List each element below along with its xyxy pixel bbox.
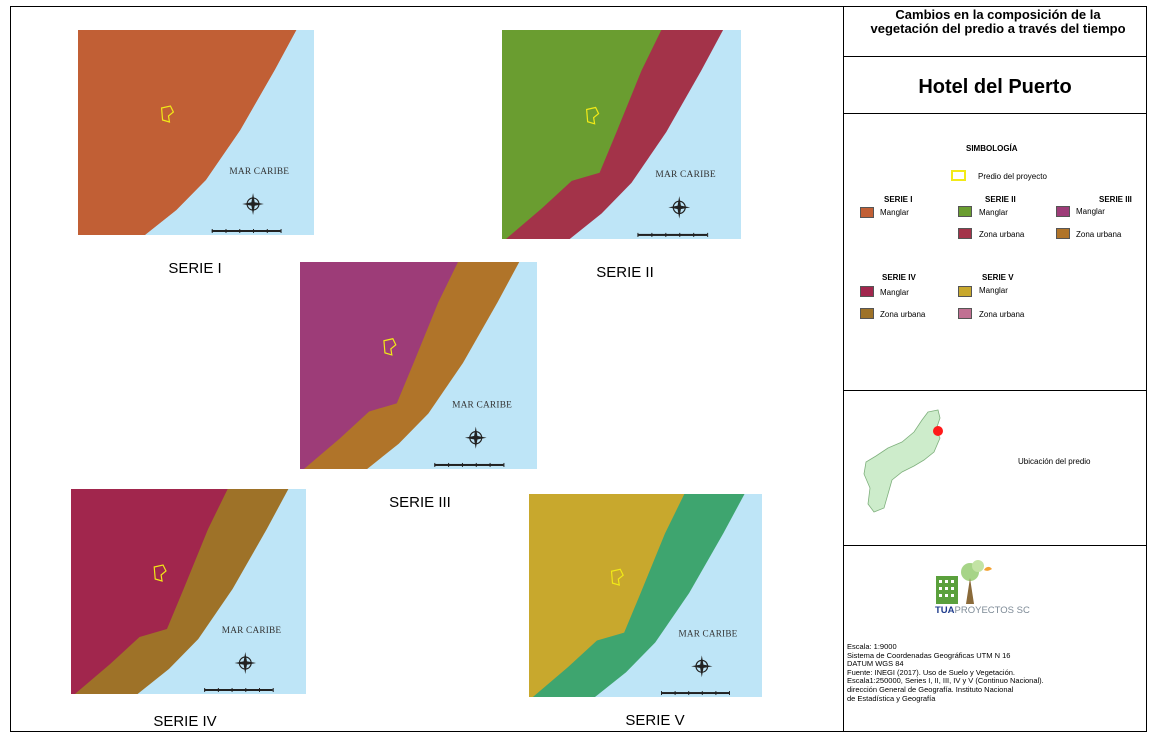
project-site-outline: [160, 105, 175, 123]
legend-serie-1-title: SERIE I: [884, 195, 913, 204]
legend-serie-2-title: SERIE II: [985, 195, 1016, 204]
mangrove-area: [300, 262, 458, 469]
compass-rose-icon: [668, 196, 691, 219]
caption-serie-1: SERIE I: [168, 260, 222, 277]
legend-label: Zona urbana: [880, 310, 926, 319]
scale-bar: [637, 232, 709, 237]
note-line: dirección General de Geografía. Institut…: [847, 684, 1014, 694]
scale-bar: [661, 691, 730, 696]
sea-label: MAR CARIBE: [679, 630, 738, 640]
sheet-title-line1: Cambios en la composición de la: [895, 7, 1101, 22]
legend-serie-4-title: SERIE IV: [882, 273, 916, 282]
legend-serie-5-title: SERIE V: [982, 273, 1014, 282]
map-serie-3: MAR CARIBE: [300, 262, 537, 469]
legend-swatch: [860, 207, 874, 218]
mangrove-area: [502, 30, 662, 239]
compass-rose-icon: [464, 426, 487, 449]
legend-label: Manglar: [979, 208, 1008, 217]
company-brand: TUA: [935, 605, 955, 616]
divider: [843, 113, 1147, 114]
sheet-title-line2: vegetación del predio a través del tiemp…: [870, 21, 1126, 36]
note-line: Sistema de Coordenadas Geográficas UTM N…: [847, 650, 1011, 660]
project-name: Hotel del Puerto: [918, 76, 1072, 98]
legend-label: Manglar: [880, 208, 909, 217]
sea-label: MAR CARIBE: [655, 169, 716, 180]
divider: [843, 545, 1147, 546]
location-inset-map: [862, 408, 952, 518]
note-line: Escala1:250000, Series I, II, III, IV y …: [847, 676, 1044, 686]
note-line: Fuente: INEGI (2017). Uso de Suelo y Veg…: [847, 667, 1016, 677]
legend-swatch: [860, 308, 874, 319]
sea-label: MAR CARIBE: [229, 167, 289, 177]
divider: [843, 390, 1147, 391]
scale-bar: [434, 462, 505, 467]
map-serie-4: MAR CARIBE: [71, 489, 306, 694]
legend-serie-3-title: SERIE III: [1099, 195, 1132, 204]
note-line: de Estadística y Geografía: [847, 693, 936, 703]
mangrove-area: [529, 494, 685, 697]
divider: [843, 56, 1147, 57]
legend-label: Zona urbana: [979, 310, 1025, 319]
caption-serie-2: SERIE II: [596, 264, 654, 281]
note-line: DATUM WGS 84: [847, 659, 904, 669]
site-location-marker: [933, 426, 943, 436]
map-serie-2: MAR CARIBE: [502, 30, 741, 239]
legend-swatch: [958, 308, 972, 319]
sea-label: MAR CARIBE: [452, 400, 512, 410]
info-panel: [843, 6, 1147, 732]
company-name: TUAPROYECTOS SC: [935, 605, 1030, 616]
project-site-outline: [586, 106, 600, 125]
mangrove-area: [78, 30, 297, 235]
legend-swatch: [860, 286, 874, 297]
caption-serie-3: SERIE III: [389, 494, 451, 511]
legend-label: Manglar: [880, 288, 909, 297]
legend-swatch: [958, 286, 972, 297]
map-serie-1: MAR CARIBE: [78, 30, 314, 235]
compass-rose-icon: [691, 655, 713, 678]
caption-serie-4: SERIE IV: [153, 713, 217, 730]
sheet-title: Cambios en la composición de la vegetaci…: [843, 8, 1149, 36]
project-site-outline: [383, 338, 397, 356]
legend-label: Manglar: [1076, 207, 1105, 216]
legend-swatch: [1056, 206, 1070, 217]
compass-rose-icon: [234, 652, 257, 674]
map-sheet-frame: [10, 6, 1147, 732]
legend-label: Zona urbana: [1076, 230, 1122, 239]
scale-bar: [204, 688, 274, 692]
project-site-outline: [153, 564, 167, 582]
legend-title: SIMBOLOGÍA: [966, 144, 1018, 153]
note-line: Escala: 1:9000: [847, 642, 897, 651]
legend-swatch: [958, 206, 972, 217]
peninsula-shape: [863, 409, 941, 513]
project-site-outline: [610, 568, 624, 586]
legend-label: Manglar: [979, 286, 1008, 295]
logo-bird: [984, 566, 992, 571]
map-notes: Escala: 1:9000 Sistema de Coordenadas Ge…: [847, 642, 1044, 703]
caption-serie-5: SERIE V: [625, 712, 685, 729]
company-logo: [930, 558, 1000, 606]
mangrove-area: [71, 489, 228, 694]
sea-label: MAR CARIBE: [222, 626, 282, 636]
map-serie-5: MAR CARIBE: [529, 494, 762, 697]
compass-rose-icon: [242, 193, 264, 215]
site-outline-swatch: [951, 170, 966, 181]
site-outline-label: Predio del proyecto: [978, 172, 1047, 181]
legend-label: Zona urbana: [979, 230, 1025, 239]
company-name-rest: PROYECTOS SC: [954, 605, 1030, 616]
location-label: Ubicación del predio: [1018, 457, 1091, 466]
legend-swatch: [1056, 228, 1070, 239]
scale-bar: [211, 229, 282, 233]
legend-swatch: [958, 228, 972, 239]
